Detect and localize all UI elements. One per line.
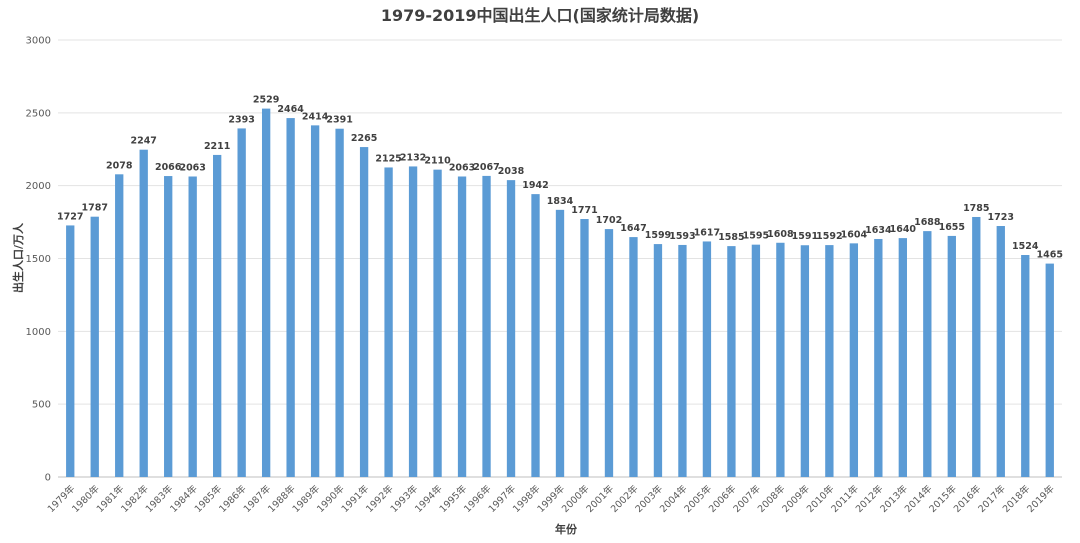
data-label: 1942 <box>522 180 548 191</box>
bar <box>996 226 1005 477</box>
data-label: 2211 <box>204 141 230 152</box>
bar <box>874 238 883 477</box>
bar <box>849 243 859 477</box>
data-label: 2265 <box>351 133 377 144</box>
bar <box>384 167 393 478</box>
y-tick-label: 0 <box>45 473 51 484</box>
bars <box>66 108 1054 478</box>
data-label: 1771 <box>571 205 597 216</box>
bar <box>604 229 614 477</box>
data-label: 2247 <box>130 136 156 147</box>
bar <box>1021 255 1030 477</box>
bar <box>457 176 467 477</box>
bar <box>359 147 369 477</box>
data-label: 1787 <box>82 203 108 214</box>
data-label: 1592 <box>816 231 842 242</box>
data-label: 1585 <box>718 232 744 243</box>
bar <box>286 118 295 477</box>
data-labels: 1727178720782247206620632211239325292464… <box>57 95 1063 261</box>
bar <box>506 180 516 477</box>
data-label: 1640 <box>890 224 917 235</box>
data-label: 1595 <box>743 231 769 242</box>
data-label: 1785 <box>963 203 989 214</box>
data-label: 2414 <box>302 111 329 122</box>
data-label: 2110 <box>424 156 451 167</box>
data-label: 2067 <box>473 162 499 173</box>
y-tick-label: 1000 <box>26 327 51 338</box>
y-tick-label: 3000 <box>26 36 51 47</box>
bar <box>702 241 712 477</box>
chart-title: 1979-2019中国出生人口(国家统计局数据) <box>381 6 699 25</box>
bar <box>139 149 148 477</box>
bar <box>972 216 981 478</box>
bar <box>678 244 687 477</box>
data-label: 2464 <box>277 104 304 115</box>
bar <box>751 244 761 477</box>
data-label: 2066 <box>155 162 182 173</box>
data-label: 1834 <box>547 196 574 207</box>
bar <box>164 176 173 477</box>
data-label: 1608 <box>767 229 794 240</box>
data-label: 1647 <box>620 223 646 234</box>
x-tick-label: 2019年 <box>1025 482 1058 515</box>
bar <box>531 194 540 477</box>
bar <box>115 174 124 477</box>
data-label: 2125 <box>375 153 401 164</box>
y-axis-ticks: 0 500 1000 1500 2000 2500 3000 <box>26 36 51 484</box>
bar <box>433 169 442 478</box>
data-label: 2078 <box>106 160 133 171</box>
data-label: 2038 <box>498 166 525 177</box>
data-label: 2393 <box>228 114 254 125</box>
bar <box>482 175 491 478</box>
bar <box>898 238 907 477</box>
bar <box>335 128 344 477</box>
data-label: 1591 <box>792 231 818 242</box>
data-label: 1524 <box>1012 241 1039 252</box>
data-label: 2063 <box>179 162 205 173</box>
bar <box>629 237 638 477</box>
y-tick-label: 2000 <box>26 181 51 192</box>
x-axis-label: 年份 <box>555 522 578 536</box>
bar <box>923 231 932 477</box>
bar <box>90 216 99 477</box>
bar <box>66 225 75 477</box>
bar <box>825 245 834 477</box>
data-label: 1593 <box>669 231 695 242</box>
bar <box>800 245 810 477</box>
bar <box>555 209 565 477</box>
data-label: 2063 <box>449 162 475 173</box>
y-tick-label: 500 <box>32 400 51 411</box>
bar <box>237 128 246 477</box>
data-label: 1655 <box>939 222 965 233</box>
data-label: 1465 <box>1037 250 1063 261</box>
data-label: 1617 <box>694 227 720 238</box>
bar <box>727 246 736 477</box>
y-tick-label: 1500 <box>26 254 51 265</box>
data-label: 2132 <box>400 152 426 163</box>
data-label: 1702 <box>596 215 622 226</box>
data-label: 1688 <box>914 217 941 228</box>
x-axis-ticks: 1979年1980年1981年1982年1983年1984年1985年1986年… <box>45 482 1057 515</box>
bar <box>776 242 785 477</box>
data-label: 2391 <box>326 115 352 126</box>
bar <box>580 219 589 477</box>
bar <box>213 154 222 477</box>
data-label: 1599 <box>645 230 671 241</box>
y-axis-label: 出生人口/万人 <box>11 222 25 293</box>
data-label: 1723 <box>988 212 1014 223</box>
bar <box>653 244 663 477</box>
data-label: 1604 <box>841 229 868 240</box>
bar <box>947 235 956 477</box>
y-tick-label: 2500 <box>26 108 51 119</box>
bar <box>408 166 418 477</box>
bar <box>1045 263 1054 477</box>
data-label: 1727 <box>57 211 83 222</box>
bar <box>188 176 197 477</box>
bar <box>310 125 320 478</box>
data-label: 1634 <box>865 225 892 236</box>
data-label: 2529 <box>253 95 279 106</box>
bar <box>261 108 271 477</box>
